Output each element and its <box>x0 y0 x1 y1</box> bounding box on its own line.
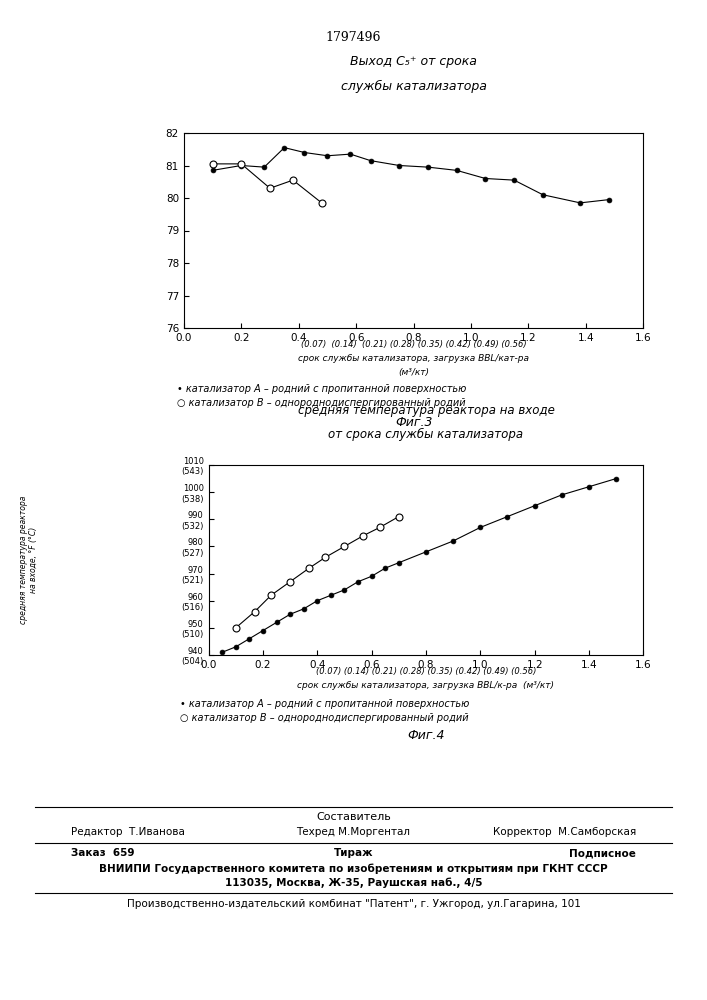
Text: службы катализатора: службы катализатора <box>341 80 486 93</box>
Text: Составитель: Составитель <box>316 812 391 822</box>
Text: • катализатор А – родний с пропитанной поверхностью: • катализатор А – родний с пропитанной п… <box>177 384 466 394</box>
Text: (0.07) (0.14) (0.21) (0.28) (0.35) (0.42) (0.49) (0.56): (0.07) (0.14) (0.21) (0.28) (0.35) (0.42… <box>316 667 536 676</box>
Text: срок службы катализатора, загрузка BBL/кат-ра: срок службы катализатора, загрузка BBL/к… <box>298 354 529 363</box>
Text: средняя температура реактора
на входе, °F (°С): средняя температура реактора на входе, °… <box>18 496 38 624</box>
Text: срок службы катализатора, загрузка BBL/к-ра  (м³/кт): срок службы катализатора, загрузка BBL/к… <box>298 681 554 690</box>
Text: Фиг.4: Фиг.4 <box>407 729 445 742</box>
Text: ○ катализатор В – однороднодиспергированный родий: ○ катализатор В – однороднодиспергирован… <box>177 398 465 408</box>
Text: ○ катализатор В – однороднодиспергированный родий: ○ катализатор В – однороднодиспергирован… <box>180 713 469 723</box>
Text: Тираж: Тираж <box>334 848 373 858</box>
Text: Корректор  М.Самборская: Корректор М.Самборская <box>493 827 636 837</box>
Text: Техред М.Моргентал: Техред М.Моргентал <box>296 827 411 837</box>
Text: (м³/кт): (м³/кт) <box>398 368 429 377</box>
Text: • катализатор А – родний с пропитанной поверхностью: • катализатор А – родний с пропитанной п… <box>180 699 469 709</box>
Text: Подписное: Подписное <box>569 848 636 858</box>
Text: Заказ  659: Заказ 659 <box>71 848 134 858</box>
Text: Фиг.3: Фиг.3 <box>395 416 433 429</box>
Text: Редактор  Т.Иванова: Редактор Т.Иванова <box>71 827 185 837</box>
Text: 1797496: 1797496 <box>326 31 381 44</box>
Text: средняя температура реактора на входе: средняя температура реактора на входе <box>298 404 554 417</box>
Text: (0.07)  (0.14)  (0.21) (0.28) (0.35) (0.42) (0.49) (0.56): (0.07) (0.14) (0.21) (0.28) (0.35) (0.42… <box>300 340 527 349</box>
Text: от срока службы катализатора: от срока службы катализатора <box>329 428 523 441</box>
Text: ВНИИПИ Государственного комитета по изобретениям и открытиям при ГКНТ СССР: ВНИИПИ Государственного комитета по изоб… <box>99 863 608 874</box>
Text: Производственно-издательский комбинат "Патент", г. Ужгород, ул.Гагарина, 101: Производственно-издательский комбинат "П… <box>127 899 580 909</box>
Text: 113035, Москва, Ж-35, Раушская наб., 4/5: 113035, Москва, Ж-35, Раушская наб., 4/5 <box>225 877 482 888</box>
Text: Выход С₅⁺ от срока: Выход С₅⁺ от срока <box>350 55 477 68</box>
